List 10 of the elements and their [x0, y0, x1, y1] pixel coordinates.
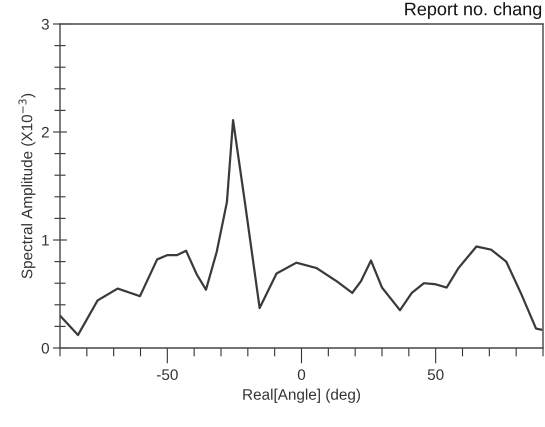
x-tick-label: 0 — [298, 369, 306, 380]
y-axis-title: Spectral Amplitude (X10$^{−3}$) — [18, 94, 36, 278]
y-tick-label: 2 — [42, 126, 49, 138]
y-tick-label: 0 — [42, 342, 49, 354]
y-tick-label: 1 — [42, 235, 49, 246]
x-axis-title: Real[Angle] (deg) — [243, 388, 360, 403]
x-tick-label: 50 — [428, 369, 444, 380]
text: Report no. chang — [405, 2, 542, 19]
y-tick-label: 3 — [42, 18, 49, 30]
x-tick-label: -50 — [156, 369, 178, 380]
